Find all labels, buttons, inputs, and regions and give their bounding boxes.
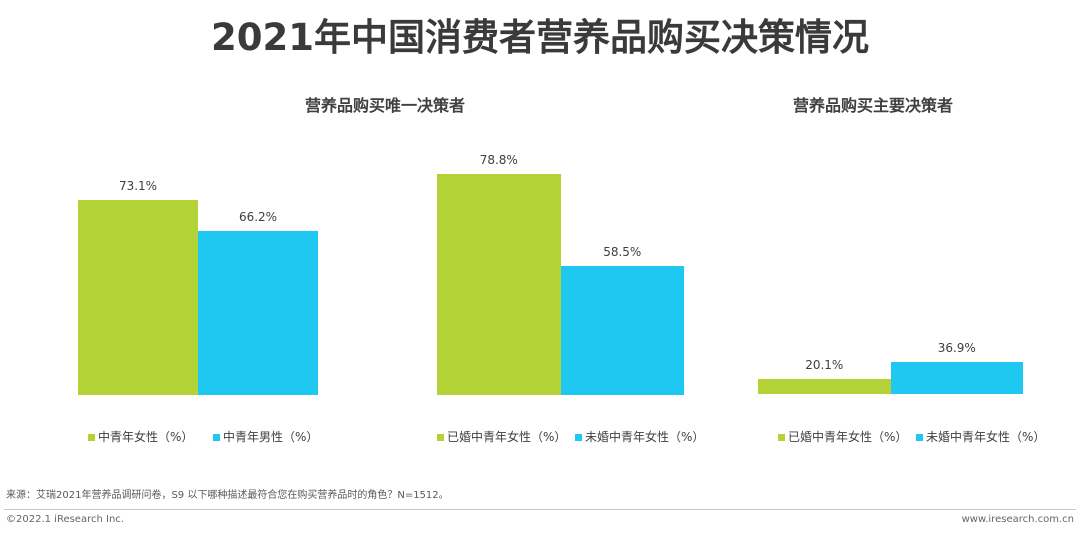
legend-label: 已婚中青年女性（%）: [447, 430, 567, 444]
value-label-married-female-main: 20.1%: [805, 358, 844, 373]
value-label-unmarried-female: 58.5%: [603, 244, 642, 259]
legend-item-young-middle-aged-female: 中青年女性（%）: [88, 430, 193, 444]
legend-label: 已婚中青年女性（%）: [788, 430, 908, 444]
value-label-young-middle-aged-male: 66.2%: [238, 209, 278, 224]
legend-item-unmarried-female: 未婚中青年女性（%）: [575, 430, 704, 444]
legend-item-married-female: 已婚中青年女性（%）: [437, 430, 566, 444]
bar-chart-sole-by-gender: 73.1% 66.2%: [78, 123, 318, 395]
legend-swatch-green: [437, 433, 444, 441]
panel-title-main-decision-maker: 营养品购买主要决策者: [792, 96, 953, 115]
main-title: 2021年中国消费者营养品购买决策情况: [211, 16, 869, 59]
legend-label: 未婚中青年女性（%）: [585, 430, 705, 444]
bar-married-female: [437, 173, 561, 395]
bar-unmarried-female: [560, 265, 684, 395]
footer-divider: [4, 509, 1076, 510]
legend-item-married-female-main: 已婚中青年女性（%）: [778, 430, 907, 444]
bar-young-middle-aged-male: [198, 230, 318, 395]
bar-chart-sole-by-marital-status: 78.8% 58.5%: [437, 123, 684, 395]
source-note: 来源：艾瑞2021年营养品调研问卷，S9 以下哪种描述最符合您在购买营养品时的角…: [6, 490, 449, 501]
legend-label: 中青年女性（%）: [98, 430, 194, 444]
website-text: www.iresearch.com.cn: [961, 514, 1074, 525]
panel-title-sole-decision-maker: 营养品购买唯一决策者: [304, 96, 465, 115]
legend-swatch-blue: [213, 433, 220, 441]
bar-young-middle-aged-female: [78, 199, 198, 395]
legend-label: 未婚中青年女性（%）: [926, 430, 1046, 444]
bar-married-female-main: [758, 379, 891, 394]
legend-item-unmarried-female-main: 未婚中青年女性（%）: [916, 430, 1045, 444]
legend-swatch-blue: [575, 433, 582, 441]
bar-unmarried-female-main: [890, 362, 1023, 394]
bar-chart-main-by-marital-status: 20.1% 36.9%: [758, 122, 1023, 394]
value-label-married-female: 78.8%: [479, 152, 518, 167]
copyright-text: ©2022.1 iResearch Inc.: [6, 514, 124, 525]
value-label-young-middle-aged-female: 73.1%: [118, 178, 158, 193]
legend-swatch-green: [88, 433, 95, 441]
legend-item-young-middle-aged-male: 中青年男性（%）: [213, 430, 318, 444]
legend-label: 中青年男性（%）: [223, 430, 319, 444]
legend-swatch-green: [778, 433, 785, 441]
legend-swatch-blue: [916, 433, 923, 441]
value-label-unmarried-female-main: 36.9%: [937, 341, 976, 356]
